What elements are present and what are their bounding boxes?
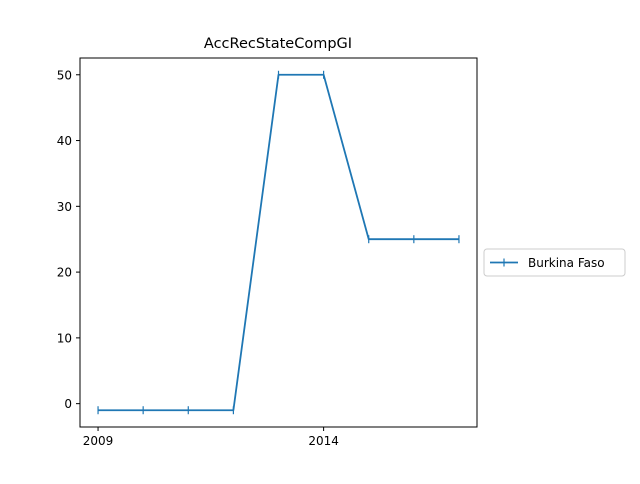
y-tick-label: 10 (57, 331, 72, 345)
x-tick-label: 2014 (308, 434, 339, 448)
y-tick-label: 30 (57, 200, 72, 214)
y-tick-label: 40 (57, 134, 72, 148)
legend-box (483, 248, 626, 277)
y-tick-label: 20 (57, 266, 72, 280)
legend: Burkina Faso (483, 248, 626, 277)
series-line (98, 73, 459, 412)
y-tick-label: 0 (64, 397, 72, 411)
legend-label: Burkina Faso (528, 256, 605, 270)
x-tick-label: 2009 (83, 434, 114, 448)
axes-frame (79, 57, 478, 428)
plot-area: 2009 2014 0 10 20 30 40 50 (57, 57, 478, 448)
y-tick-label: 50 (57, 68, 72, 82)
chart-title: AccRecStateCompGI (204, 36, 352, 52)
